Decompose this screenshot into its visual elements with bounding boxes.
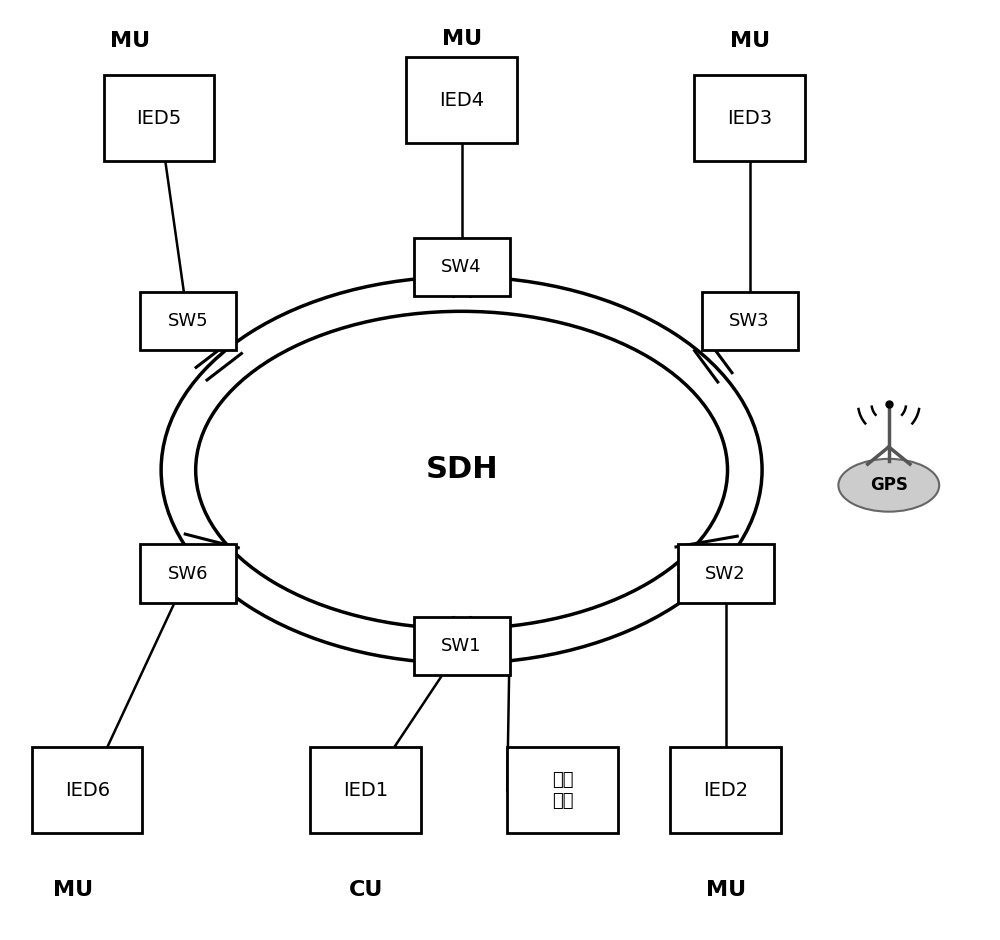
- Ellipse shape: [161, 276, 762, 664]
- Text: SDH: SDH: [425, 456, 498, 484]
- Bar: [104, 75, 214, 161]
- Bar: [702, 291, 798, 351]
- Bar: [678, 544, 774, 603]
- Text: MU: MU: [442, 28, 482, 49]
- Bar: [406, 57, 517, 143]
- Text: IED2: IED2: [703, 781, 748, 800]
- Text: SW6: SW6: [168, 565, 208, 583]
- Bar: [670, 747, 781, 833]
- Text: IED4: IED4: [439, 90, 484, 110]
- Bar: [310, 747, 421, 833]
- Bar: [140, 544, 236, 603]
- Bar: [414, 617, 510, 675]
- Text: SW2: SW2: [705, 565, 746, 583]
- Text: MU: MU: [53, 880, 93, 900]
- Text: 通信
管理: 通信 管理: [552, 771, 573, 809]
- Text: MU: MU: [706, 880, 746, 900]
- Text: CU: CU: [348, 880, 383, 900]
- Text: IED5: IED5: [137, 108, 182, 128]
- Bar: [32, 747, 142, 833]
- Bar: [694, 75, 805, 161]
- Text: MU: MU: [730, 31, 770, 52]
- Bar: [140, 291, 236, 351]
- Ellipse shape: [196, 311, 728, 629]
- Text: SW1: SW1: [441, 637, 482, 655]
- Bar: [507, 747, 618, 833]
- Text: IED1: IED1: [343, 781, 388, 800]
- Text: SW5: SW5: [168, 312, 208, 330]
- Bar: [414, 238, 510, 296]
- Ellipse shape: [838, 459, 939, 511]
- Text: IED6: IED6: [65, 781, 110, 800]
- Text: IED3: IED3: [727, 108, 772, 128]
- Text: SW4: SW4: [441, 258, 482, 276]
- Text: SW3: SW3: [729, 312, 770, 330]
- Text: GPS: GPS: [870, 477, 908, 494]
- Text: MU: MU: [110, 31, 150, 52]
